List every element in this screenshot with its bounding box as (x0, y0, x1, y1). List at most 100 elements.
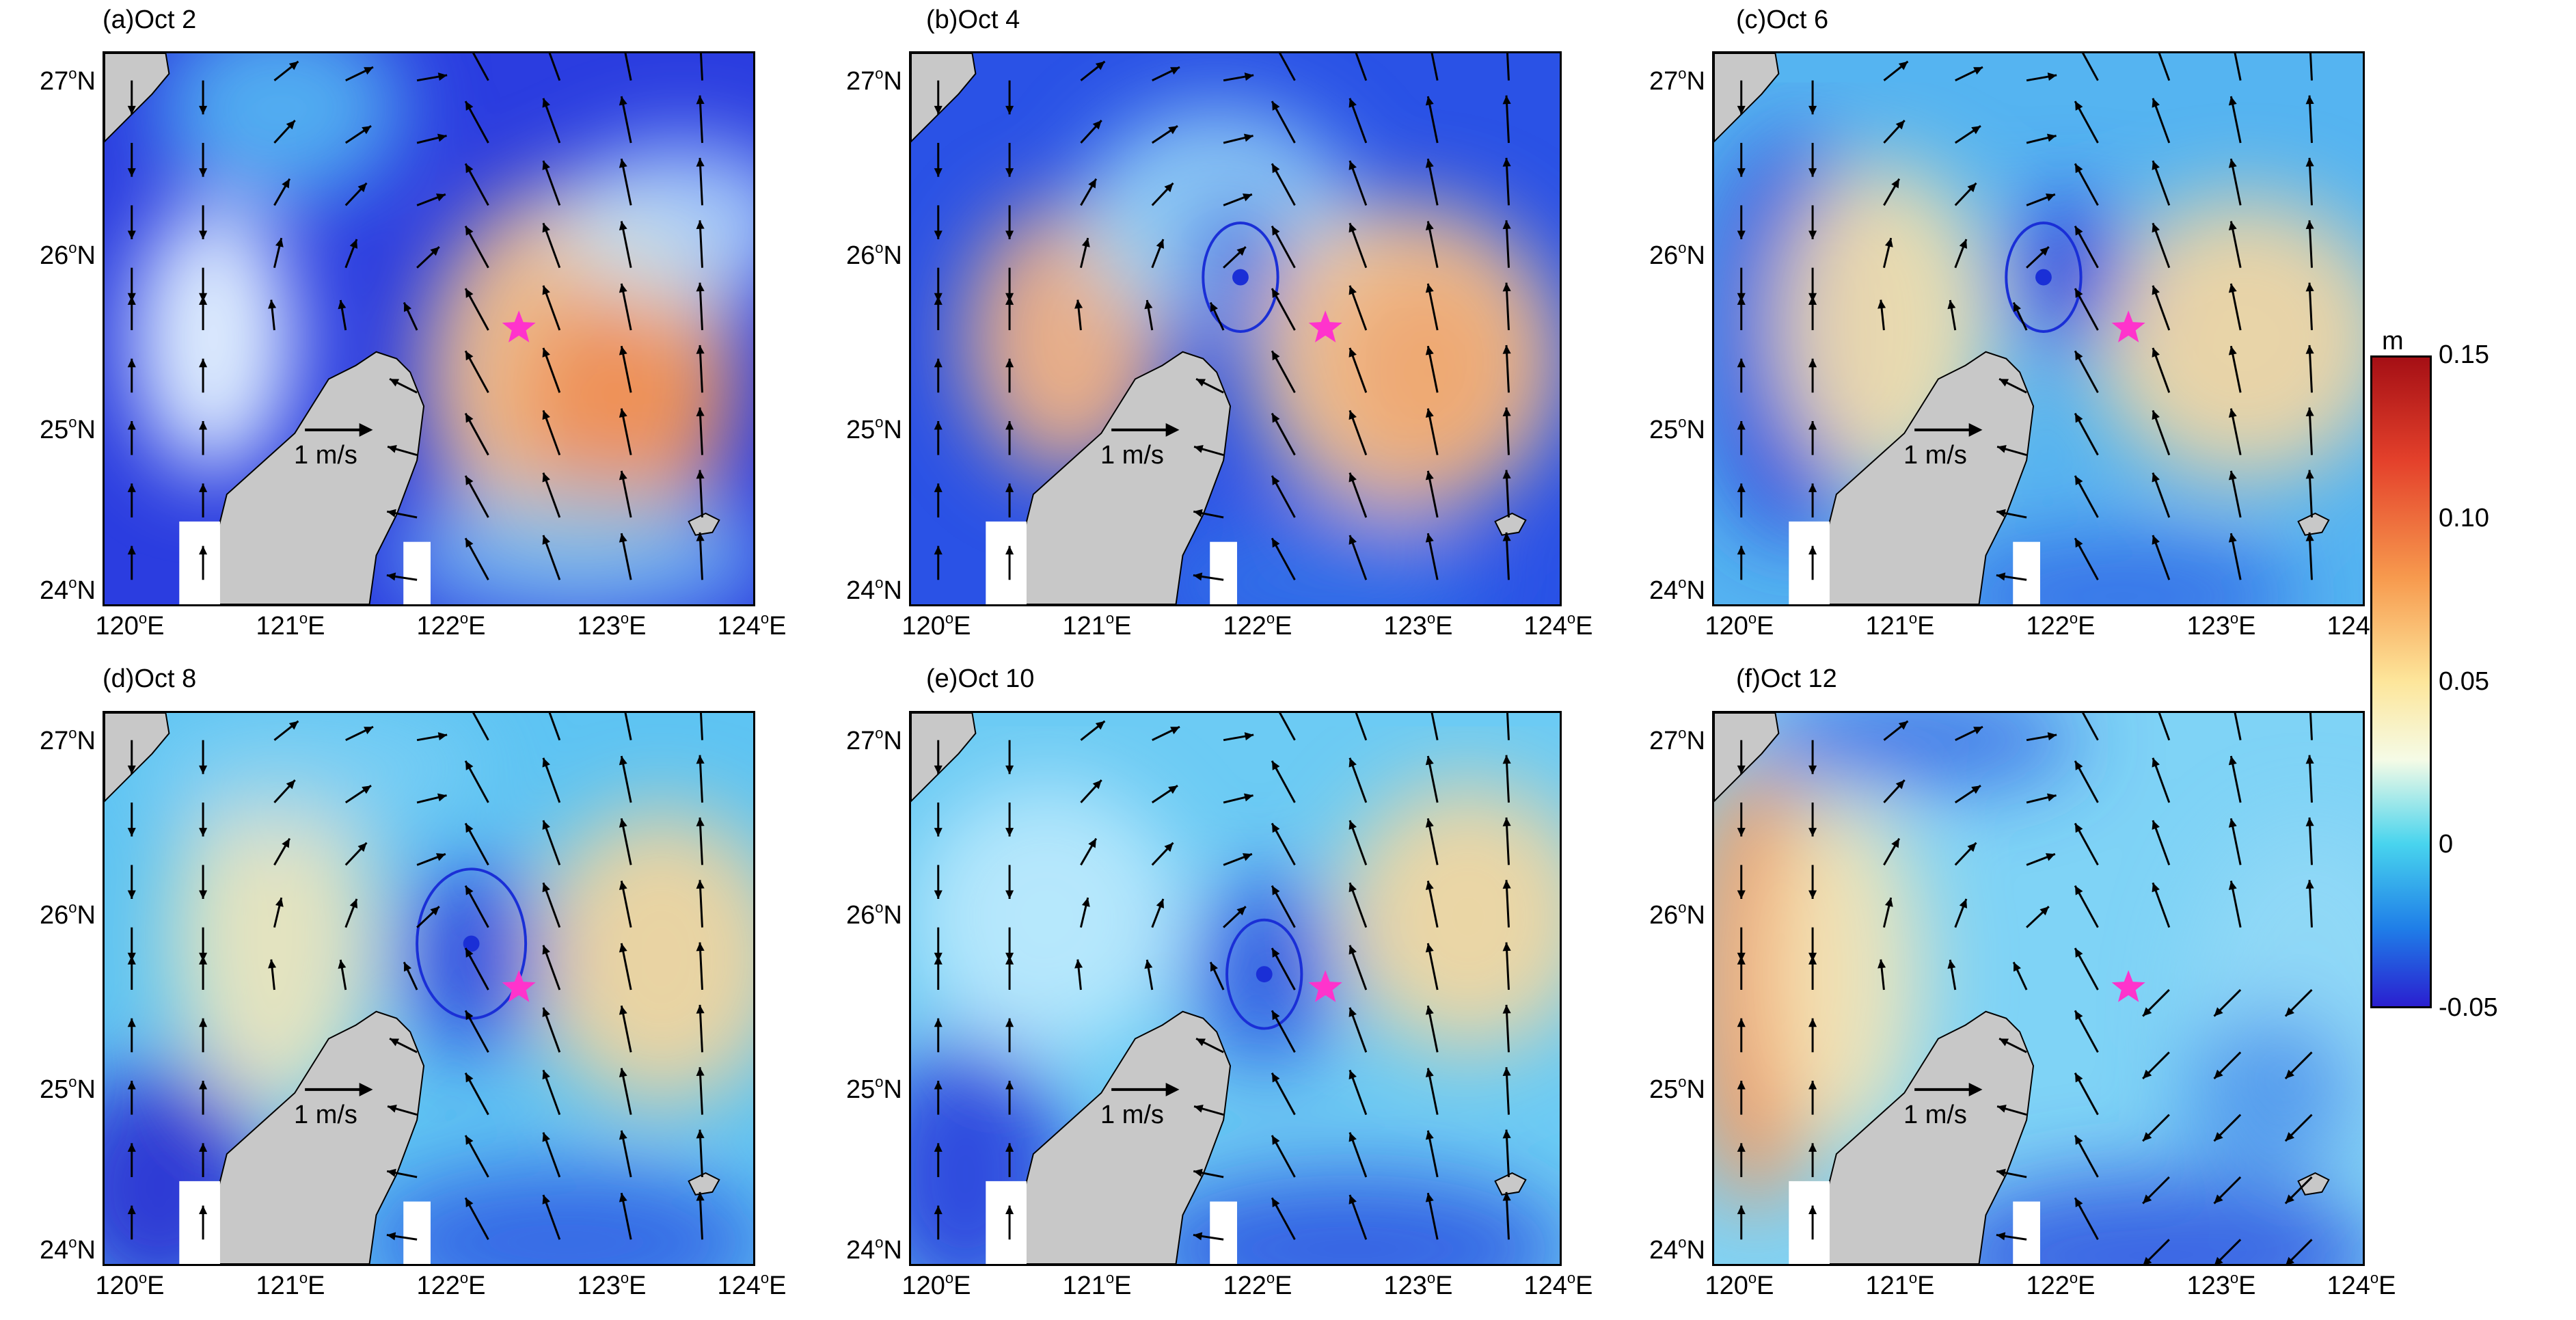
velocity-vector (2152, 535, 2171, 580)
velocity-vector (1348, 160, 1368, 206)
y-tick-label: 25oN (40, 1073, 96, 1105)
velocity-vector (1808, 483, 1817, 517)
velocity-vector (2305, 755, 2314, 803)
velocity-vector (344, 239, 358, 269)
velocity-vector (1005, 205, 1014, 239)
velocity-vector (1425, 470, 1439, 518)
velocity-vector (2305, 157, 2314, 206)
velocity-vector (619, 221, 632, 268)
velocity-vector (1808, 545, 1817, 580)
eddy-center-dot (2035, 269, 2052, 286)
velocity-vector (542, 1194, 561, 1240)
velocity-vector (1808, 865, 1817, 899)
velocity-vector (542, 285, 561, 331)
velocity-vector (619, 158, 632, 206)
velocity-vector (696, 407, 705, 455)
x-tick-label: 121oE (1865, 1269, 1935, 1301)
scale-arrow (1914, 1082, 1983, 1096)
velocity-vector (127, 420, 136, 455)
velocity-vector (1080, 178, 1098, 206)
taiwan-island (199, 1010, 425, 1264)
velocity-vector (1883, 779, 1906, 804)
velocity-vector (1502, 282, 1511, 331)
velocity-vector (934, 1205, 943, 1240)
star-marker (1308, 310, 1342, 342)
velocity-vector (1005, 296, 1014, 330)
velocity-vector (1502, 817, 1511, 865)
velocity-vector (696, 1004, 705, 1053)
colorbar-tick-label: 0.15 (2439, 340, 2489, 369)
x-tick-label: 122oE (1223, 610, 1292, 641)
velocity-vector (1883, 60, 1909, 81)
velocity-vector (1348, 285, 1368, 331)
sea-level-field (911, 53, 1560, 604)
velocity-vector (2305, 407, 2314, 455)
velocity-vector (338, 299, 347, 331)
velocity-vector (1348, 347, 1368, 393)
velocity-vector (934, 205, 943, 239)
velocity-vector (1996, 1168, 2027, 1178)
velocity-vector (624, 713, 632, 741)
velocity-vector (344, 785, 372, 804)
velocity-vector (619, 755, 632, 803)
velocity-vector (1954, 898, 1968, 928)
map-area (909, 51, 1562, 606)
velocity-vector (696, 942, 705, 991)
y-tick-label: 26oN (1649, 239, 1705, 271)
velocity-vector (1883, 178, 1901, 206)
velocity-vector (1195, 1037, 1224, 1053)
velocity-vector (2026, 246, 2050, 269)
velocity-vector (2305, 220, 2314, 268)
velocity-vector (1506, 713, 1510, 740)
velocity-vector (1808, 1018, 1817, 1053)
velocity-vector (542, 160, 561, 206)
velocity-vector (1080, 720, 1106, 741)
eddy-center-dot (1232, 269, 1249, 286)
velocity-vector (1955, 725, 1983, 742)
velocity-vector (464, 1072, 489, 1116)
velocity-vector (1144, 959, 1154, 991)
velocity-vector (2074, 1010, 2099, 1053)
velocity-vector (268, 959, 277, 991)
x-tick-label: 121oE (256, 1269, 325, 1301)
velocity-vector (1808, 740, 1817, 775)
velocity-vector (1998, 1037, 2027, 1053)
velocity-vector (1425, 1068, 1439, 1115)
velocity-vector (1808, 1080, 1817, 1115)
velocity-vector (127, 1205, 136, 1240)
x-tick-label: 121oE (1865, 610, 1935, 641)
velocity-vector (1996, 1232, 2027, 1241)
velocity-vector (199, 80, 208, 115)
velocity-vector (1080, 779, 1102, 804)
velocity-vector (934, 865, 943, 899)
velocity-vector (2234, 53, 2242, 81)
velocity-vector (1737, 358, 1746, 393)
velocity-vector (1737, 803, 1746, 837)
velocity-vector (403, 301, 418, 331)
velocity-vector (542, 1132, 561, 1178)
velocity-vector (2026, 793, 2057, 804)
velocity-vector (127, 296, 136, 330)
velocity-vector (2305, 282, 2314, 331)
velocity-vector (1223, 72, 1254, 82)
velocity-vector (696, 532, 705, 580)
x-tick-label: 123oE (1383, 610, 1453, 641)
velocity-vector (127, 1018, 136, 1053)
velocity-vector (1348, 1194, 1368, 1240)
velocity-vector (1348, 757, 1368, 803)
taiwan-island (1808, 351, 2035, 604)
velocity-vector (2152, 347, 2171, 393)
velocity-vector (619, 408, 632, 455)
velocity-vector (1209, 961, 1225, 991)
velocity-vector (273, 897, 284, 928)
velocity-vector (1883, 837, 1901, 866)
scale-arrow-label: 1 m/s (1903, 1101, 1967, 1129)
scale-arrow (305, 1082, 373, 1096)
velocity-vector (696, 1067, 705, 1115)
velocity-vector (2074, 100, 2099, 144)
velocity-vector (1808, 143, 1817, 177)
velocity-vector (1074, 959, 1083, 991)
velocity-vector (619, 880, 632, 928)
velocity-vector (1348, 820, 1368, 865)
velocity-vector (1151, 785, 1178, 804)
